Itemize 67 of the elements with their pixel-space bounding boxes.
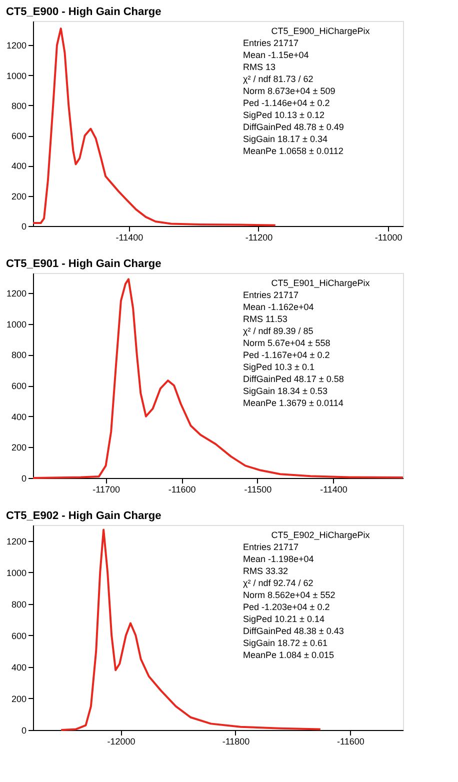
annotation: Norm 8.673e+04 ± 509	[243, 86, 336, 96]
y-tick-label: 0	[21, 726, 26, 736]
y-tick-label: 800	[11, 350, 26, 360]
annotation: Ped -1.203e+04 ± 0.2	[243, 602, 330, 612]
annotation: DiffGainPed 48.38 ± 0.43	[243, 626, 344, 636]
chart-title: CT5_E902 - High Gain Charge	[6, 510, 162, 522]
x-tick-label: -11600	[337, 736, 364, 746]
annotation: SigGain 18.34 ± 0.53	[243, 386, 328, 396]
x-tick-label: -12000	[107, 736, 136, 746]
y-tick-label: 0	[21, 222, 26, 232]
annotation: Mean -1.198e+04	[243, 554, 314, 564]
y-tick-label: 1200	[6, 536, 26, 546]
annotation: Ped -1.146e+04 ± 0.2	[243, 98, 330, 108]
y-tick-label: 800	[11, 100, 26, 111]
annotation: Mean -1.15e+04	[243, 50, 309, 60]
annotation: Entries 21717	[243, 290, 299, 300]
annotation: CT5_E902_HiChargePix	[271, 530, 370, 540]
annotation: SigPed 10.3 ± 0.1	[243, 362, 314, 372]
y-tick-label: 600	[11, 131, 26, 142]
chart-title: CT5_E901 - High Gain Charge	[6, 258, 162, 270]
annotation: MeanPe 1.0658 ± 0.0112	[243, 146, 344, 156]
annotation: SigGain 18.72 ± 0.61	[243, 638, 328, 648]
annotation: DiffGainPed 48.78 ± 0.49	[243, 122, 344, 132]
y-tick-label: 200	[11, 191, 26, 202]
y-tick-label: 1000	[6, 319, 26, 330]
x-tick-label: -11700	[92, 484, 120, 494]
annotation: Mean -1.162e+04	[243, 302, 314, 312]
y-tick-label: 400	[11, 161, 26, 172]
annotation: SigPed 10.21 ± 0.14	[243, 614, 325, 624]
y-tick-label: 1000	[6, 568, 26, 578]
annotation: RMS 33.32	[243, 566, 288, 576]
annotation: MeanPe 1.3679 ± 0.0114	[243, 398, 344, 408]
y-tick-label: 600	[11, 630, 26, 641]
annotation: RMS 13	[243, 62, 276, 72]
y-tick-label: 400	[11, 412, 26, 422]
annotation: χ² / ndf 92.74 / 62	[243, 578, 314, 588]
annotation: SigPed 10.13 ± 0.12	[243, 110, 325, 120]
annotation: χ² / ndf 89.39 / 85	[243, 326, 314, 336]
y-tick-label: 1000	[6, 70, 26, 81]
annotation: MeanPe 1.084 ± 0.015	[243, 650, 334, 660]
y-tick-label: 1200	[6, 288, 26, 299]
annotation: Entries 21717	[243, 38, 299, 48]
y-tick-label: 600	[11, 381, 26, 392]
annotation: Entries 21717	[243, 542, 299, 552]
x-tick-label: -11000	[374, 232, 402, 242]
y-tick-label: 200	[11, 442, 26, 453]
annotation: DiffGainPed 48.17 ± 0.58	[243, 374, 344, 384]
annotation: SigGain 18.17 ± 0.34	[243, 134, 328, 144]
annotation: χ² / ndf 81.73 / 62	[243, 74, 314, 84]
chart-title: CT5_E900 - High Gain Charge	[6, 6, 162, 18]
y-tick-label: 1200	[6, 40, 26, 51]
annotation: CT5_E901_HiChargePix	[271, 278, 370, 288]
y-tick-label: 200	[11, 694, 26, 704]
x-tick-label: -11200	[245, 232, 273, 242]
annotation: Ped -1.167e+04 ± 0.2	[243, 350, 330, 360]
x-tick-label: -11800	[222, 736, 250, 746]
y-tick-label: 400	[11, 662, 26, 672]
annotation: Norm 5.67e+04 ± 558	[243, 338, 330, 348]
x-tick-label: -11400	[320, 484, 348, 494]
x-tick-label: -11400	[116, 232, 144, 242]
x-tick-label: -11500	[244, 484, 272, 494]
annotation: Norm 8.562e+04 ± 552	[243, 590, 336, 600]
y-tick-label: 0	[21, 474, 26, 484]
x-tick-label: -11600	[168, 484, 196, 494]
annotation: CT5_E900_HiChargePix	[271, 26, 370, 36]
annotation: RMS 11.53	[243, 314, 288, 324]
y-tick-label: 800	[11, 599, 26, 610]
